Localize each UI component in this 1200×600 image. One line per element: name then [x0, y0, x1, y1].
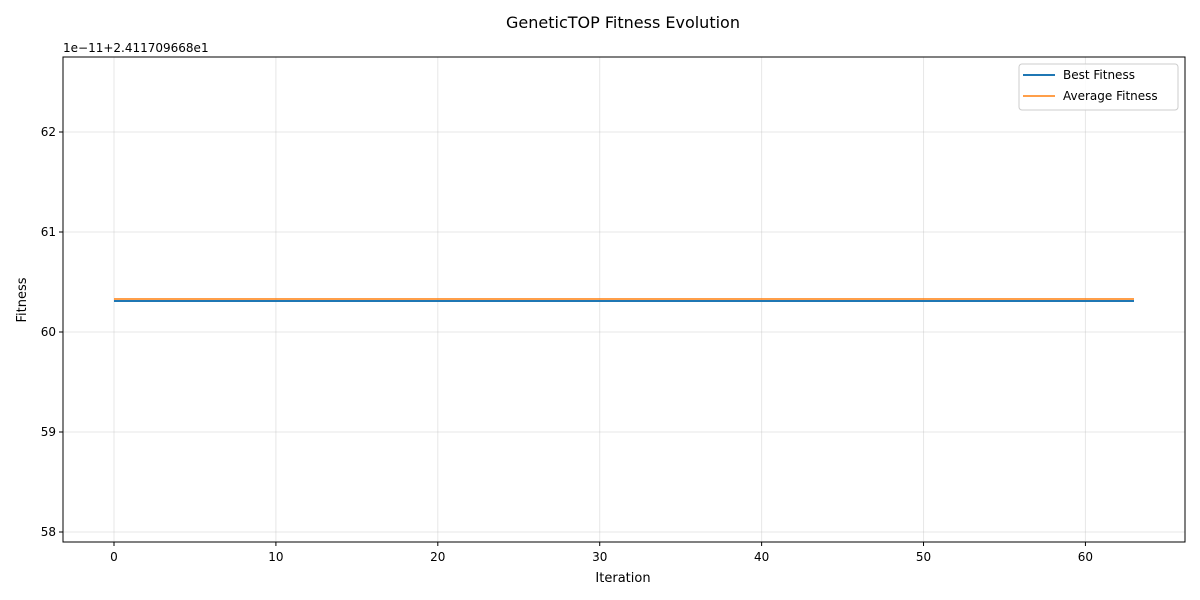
x-tick-label: 20	[430, 550, 445, 564]
legend: Best Fitness Average Fitness	[1018, 63, 1179, 111]
x-tick-label: 60	[1078, 550, 1093, 564]
legend-label: Best Fitness	[1063, 68, 1135, 82]
x-tick-label: 40	[754, 550, 769, 564]
series-lines	[114, 298, 1134, 302]
plot-frame	[62, 56, 1186, 543]
x-axis-label: Iteration	[595, 571, 650, 586]
y-tick-label: 58	[41, 525, 56, 539]
y-axis-ticks: 58 59 60 61 62	[41, 125, 63, 539]
legend-label: Average Fitness	[1063, 89, 1158, 103]
y-tick-label: 59	[41, 425, 56, 439]
legend-box	[1018, 63, 1179, 111]
chart-title: GeneticTOP Fitness Evolution	[506, 13, 740, 32]
y-tick-label: 61	[41, 225, 56, 239]
y-axis-label: Fitness	[15, 277, 30, 322]
y-tick-label: 62	[41, 125, 56, 139]
x-tick-label: 0	[110, 550, 118, 564]
y-offset-label: 1e−11+2.411709668e1	[63, 41, 209, 55]
x-tick-label: 10	[268, 550, 283, 564]
y-tick-label: 60	[41, 325, 56, 339]
x-tick-label: 50	[916, 550, 931, 564]
x-axis-ticks: 0 10 20 30 40 50 60	[110, 542, 1093, 564]
x-tick-label: 30	[592, 550, 607, 564]
